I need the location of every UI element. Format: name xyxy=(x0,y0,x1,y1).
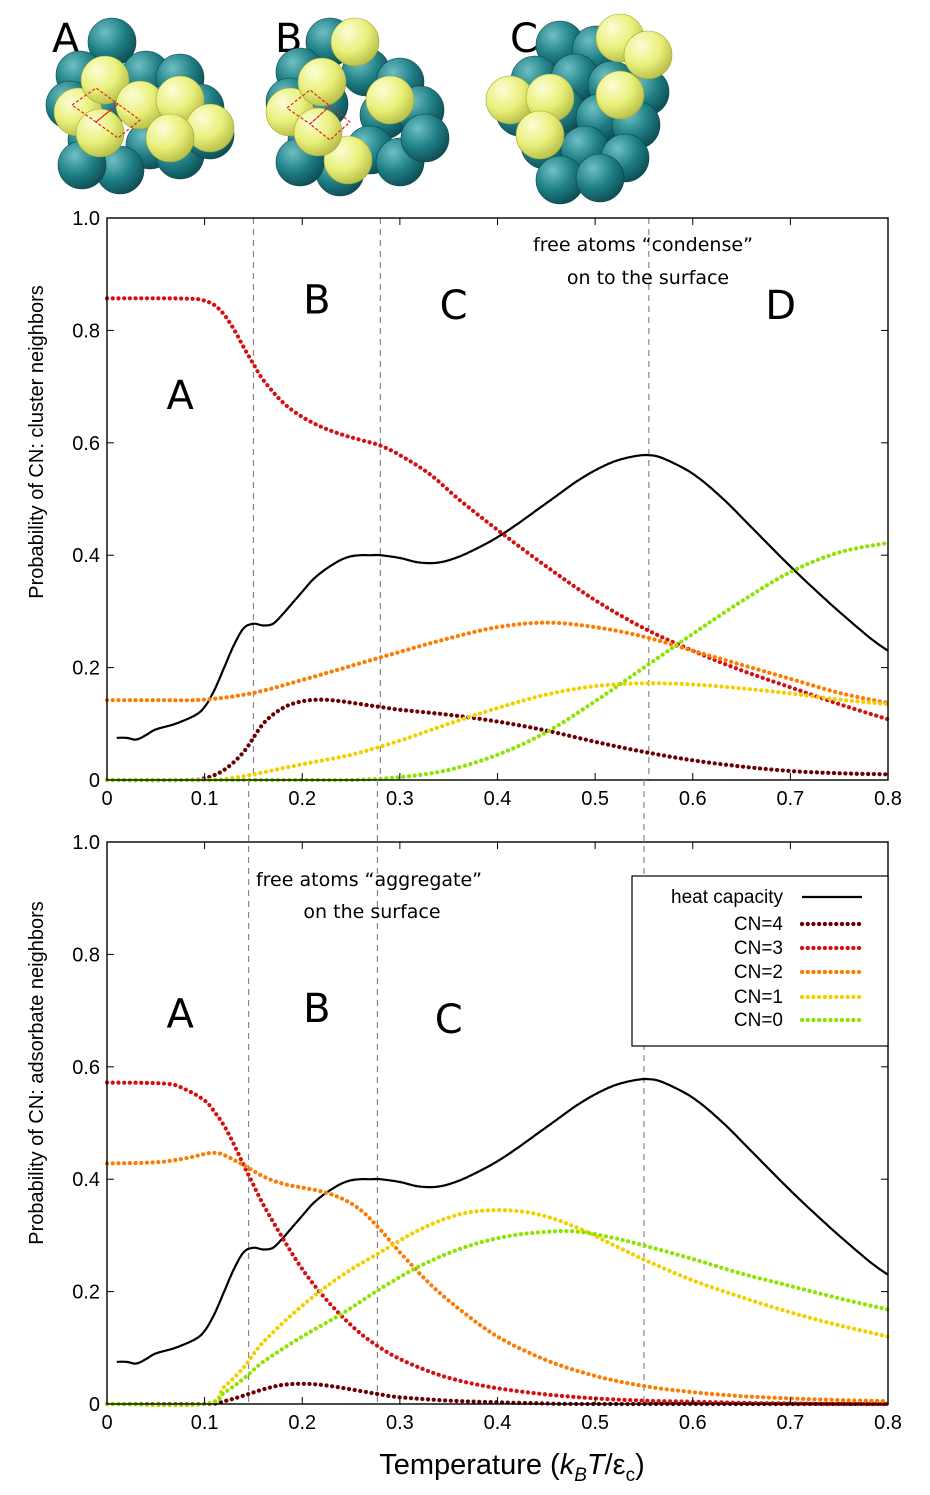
y-tick-label: 0.4 xyxy=(72,1169,100,1191)
x-tick-label: 0.3 xyxy=(386,788,414,810)
y-tick-label: 0.2 xyxy=(72,658,100,680)
region-label-a: A xyxy=(167,991,195,1037)
cluster-atom xyxy=(575,153,625,203)
series-cn1 xyxy=(104,681,891,783)
legend-label-cn3: CN=3 xyxy=(734,938,783,959)
adsorbate-atom xyxy=(75,108,125,158)
y-tick-label: 0.8 xyxy=(72,944,100,966)
legend-label-cn4: CN=4 xyxy=(734,914,784,935)
series-cn2 xyxy=(104,620,891,706)
adsorbate-atom xyxy=(623,30,673,80)
adsorbate-atom xyxy=(80,55,130,105)
x-tick-label: 0.3 xyxy=(386,1412,414,1434)
y-tick-label: 0.2 xyxy=(72,1282,100,1304)
x-tick-label: 0.2 xyxy=(288,788,316,810)
x-tick-label: 0.4 xyxy=(484,1412,512,1434)
legend-box xyxy=(631,875,889,1047)
aggregate-annotation-line1: free atoms “aggregate” xyxy=(256,869,482,891)
legend-label-cn1: CN=1 xyxy=(734,987,783,1008)
region-label-c: C xyxy=(440,283,468,329)
x-tick-label: 0.5 xyxy=(581,1412,609,1434)
cluster-atom xyxy=(400,113,450,163)
series-cn0 xyxy=(104,1228,891,1407)
cluster-neighbors-chart: 0 0.1 0.2 0.3 0.4 0.5 0.6 0.7 0.8 0 0.2 0.4 0.6 0.8 1.… xyxy=(26,208,902,810)
legend-label-heat-capacity: heat capacity xyxy=(671,887,783,908)
x-tick-label: 0.7 xyxy=(776,788,804,810)
x-tick-label: 0.7 xyxy=(776,1412,804,1434)
aggregate-annotation-line2: on the surface xyxy=(303,901,440,923)
adsorbate-atom xyxy=(515,110,565,160)
series-cn2 xyxy=(104,1150,891,1404)
region-label-d: D xyxy=(765,283,796,329)
x-tick-label: 0.1 xyxy=(191,788,219,810)
region-label-a: A xyxy=(167,373,195,419)
series-heat-capacity xyxy=(116,1077,889,1365)
cluster-c-image xyxy=(485,13,673,205)
cluster-illustrations: A B C xyxy=(45,13,673,205)
cluster-a-image xyxy=(45,17,235,195)
series-cn4 xyxy=(104,697,891,783)
adsorbate-atom xyxy=(297,57,347,107)
legend-label-cn0: CN=0 xyxy=(734,1010,783,1031)
x-axis-label: Temperature (kBT/εc) xyxy=(379,1449,645,1486)
x-tick-label: 0.5 xyxy=(581,788,609,810)
x-tick-label: 0 xyxy=(101,788,112,810)
adsorbate-atom xyxy=(365,75,415,125)
condense-annotation-line2: on to the surface xyxy=(567,267,729,289)
x-tick-label: 0.6 xyxy=(679,1412,707,1434)
adsorbate-atom xyxy=(145,113,195,163)
series-cn3 xyxy=(104,1080,891,1407)
y-tick-label: 0.4 xyxy=(72,545,100,567)
cluster-b-image xyxy=(265,17,450,197)
adsorbate-neighbors-chart: 0 0.1 0.2 0.3 0.4 0.5 0.6 0.7 0.8 0 0.2 0.4 0.6 0.8 1.… xyxy=(26,780,902,1434)
adsorbate-atom xyxy=(595,70,645,120)
x-tick-label: 0.4 xyxy=(484,788,512,810)
legend: heat capacity CN=4 CN=3 CN=2 CN=1 CN=0 xyxy=(631,875,889,1047)
cluster-label-c: C xyxy=(510,16,538,62)
region-label-b: B xyxy=(303,278,330,324)
x-tick-label: 0.6 xyxy=(679,788,707,810)
x-tick-label: 0.1 xyxy=(191,1412,219,1434)
y-tick-label: 0.8 xyxy=(72,320,100,342)
y-tick-label: 0.6 xyxy=(72,433,100,455)
y-tick-label: 1.0 xyxy=(72,832,100,854)
legend-label-cn2: CN=2 xyxy=(734,962,783,983)
series-cn1 xyxy=(104,1207,891,1408)
x-tick-label: 0.2 xyxy=(288,1412,316,1434)
adsorbate-atom xyxy=(293,107,343,157)
region-label-c: C xyxy=(435,997,463,1043)
unit-cell-outline xyxy=(285,89,351,141)
region-label-b: B xyxy=(303,986,330,1032)
unit-cell-outline xyxy=(70,87,141,139)
x-tick-label: 0 xyxy=(101,1412,112,1434)
y-axis-label-top: Probability of CN: cluster neighbors xyxy=(26,285,48,598)
y-tick-label: 0 xyxy=(89,1394,100,1416)
y-axis-label-bottom: Probability of CN: adsorbate neighbors xyxy=(26,901,48,1245)
series-cn0 xyxy=(104,540,891,783)
series-cn4 xyxy=(104,1381,891,1407)
y-tick-label: 0.6 xyxy=(72,1057,100,1079)
y-tick-label: 0 xyxy=(89,770,100,792)
y-tick-label: 1.0 xyxy=(72,208,100,230)
series-cn3 xyxy=(104,296,891,722)
series-heat-capacity xyxy=(116,453,889,741)
condense-annotation-line1: free atoms “condense” xyxy=(533,234,753,256)
adsorbate-atom xyxy=(330,17,380,67)
x-tick-label: 0.8 xyxy=(874,788,902,810)
x-tick-label: 0.8 xyxy=(874,1412,902,1434)
